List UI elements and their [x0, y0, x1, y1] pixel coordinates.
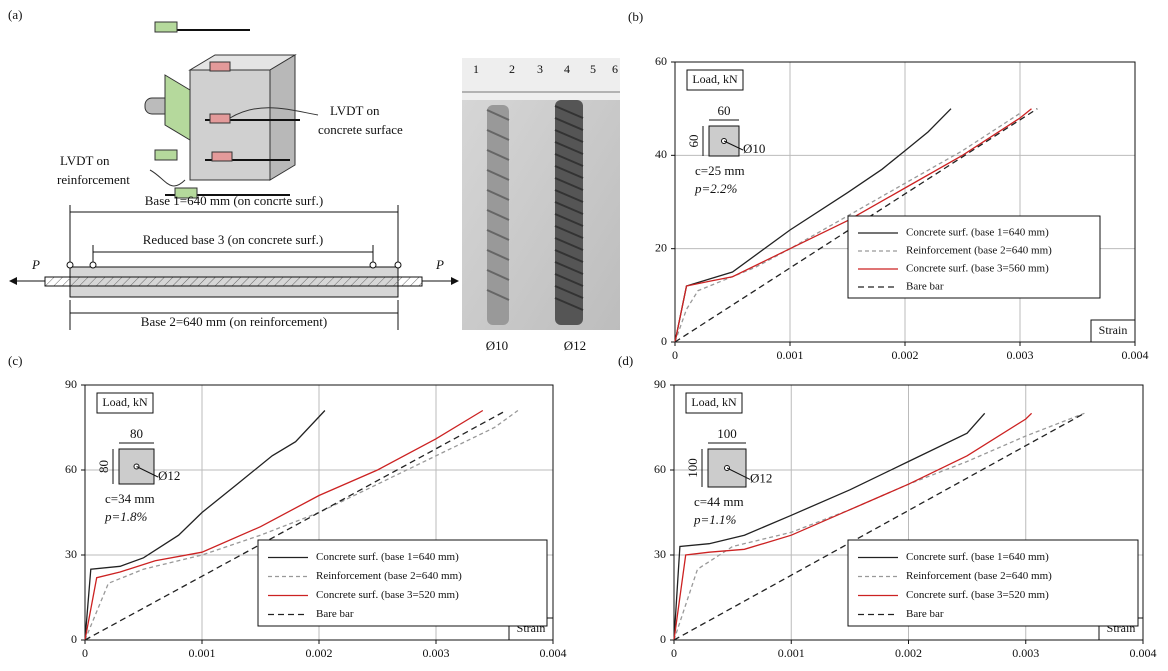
specimen-sketch [145, 22, 318, 198]
y-tick-label: 0 [661, 334, 667, 348]
x-axis-label: Strain [1099, 323, 1128, 337]
x-tick-label: 0.003 [423, 646, 450, 660]
legend-label: Concrete surf. (base 3=520 mm) [906, 589, 1049, 601]
x-tick-label: 0.003 [1007, 348, 1034, 362]
legend-label: Reinforcement (base 2=640 mm) [316, 570, 462, 582]
y-tick-label: 90 [654, 377, 666, 391]
annotation: LVDT on [330, 103, 380, 118]
chart: (b) 0 20 40 60 0 0.001 0.002 0.003 0.004 Load, kN S… [628, 9, 1149, 362]
inset-cover: c=34 mm [105, 491, 155, 506]
figure: (a) LVDT on concrete surface LVDT on rei… [0, 0, 1168, 671]
inset-height: 60 [686, 135, 701, 148]
load-label: P [31, 257, 40, 272]
y-tick-label: 20 [655, 240, 667, 254]
annotation: concrete surface [318, 122, 403, 137]
inset-height: 80 [96, 460, 111, 473]
inset-width: 80 [130, 426, 143, 441]
ruler-label: 6 [612, 62, 618, 76]
x-tick-label: 0.001 [189, 646, 216, 660]
bar-label: Ø10 [486, 338, 508, 353]
y-tick-label: 90 [65, 377, 77, 391]
legend-label: Concrete surf. (base 1=640 mm) [906, 551, 1049, 563]
y-tick-label: 60 [654, 462, 666, 476]
panel-label: (c) [8, 353, 22, 368]
dimension-label: Base 2=640 mm (on reinforcement) [141, 314, 327, 329]
annotation: reinforcement [57, 172, 130, 187]
legend-label: Reinforcement (base 2=640 mm) [906, 570, 1052, 582]
ruler-label: 4 [564, 62, 570, 76]
y-axis-label: Load, kN [692, 72, 738, 86]
x-tick-label: 0.004 [540, 646, 567, 660]
y-axis-label: Load, kN [102, 395, 148, 409]
y-tick-label: 60 [65, 462, 77, 476]
ruler-label: 2 [509, 62, 515, 76]
base-diagram [10, 205, 458, 330]
x-tick-label: 0 [672, 348, 678, 362]
x-tick-label: 0 [671, 646, 677, 660]
inset-ratio: p=2.2% [694, 181, 738, 196]
photo [462, 58, 620, 330]
inset-bar: Ø12 [750, 470, 772, 485]
x-tick-label: 0.001 [778, 646, 805, 660]
ruler-label: 3 [537, 62, 543, 76]
panel-label: (d) [618, 353, 633, 368]
inset-ratio: p=1.8% [104, 509, 148, 524]
legend-label: Concrete surf. (base 1=640 mm) [906, 227, 1049, 239]
ruler-label: 5 [590, 62, 596, 76]
y-tick-label: 30 [65, 547, 77, 561]
x-tick-label: 0.004 [1130, 646, 1157, 660]
y-tick-label: 40 [655, 147, 667, 161]
panel-a: (a) LVDT on concrete surface LVDT on rei… [8, 7, 620, 353]
load-label: P [435, 257, 444, 272]
legend-label: Bare bar [316, 608, 354, 620]
annotation: LVDT on [60, 153, 110, 168]
x-tick-label: 0 [82, 646, 88, 660]
legend-label: Bare bar [906, 281, 944, 293]
legend-label: Concrete surf. (base 3=560 mm) [906, 263, 1049, 275]
dimension-label: Base 1=640 mm (on concrte surf.) [145, 193, 323, 208]
panel-label: (a) [8, 7, 22, 22]
inset-width: 100 [717, 426, 737, 441]
y-axis-label: Load, kN [691, 395, 737, 409]
legend-label: Bare bar [906, 608, 944, 620]
inset-width: 60 [718, 103, 731, 118]
x-tick-label: 0.001 [777, 348, 804, 362]
ruler-label: 1 [473, 62, 479, 76]
y-tick-label: 0 [71, 632, 77, 646]
inset-ratio: p=1.1% [693, 512, 737, 527]
legend-label: Concrete surf. (base 1=640 mm) [316, 551, 459, 563]
x-tick-label: 0.002 [895, 646, 922, 660]
bar-label: Ø12 [564, 338, 586, 353]
inset-bar: Ø10 [743, 141, 765, 156]
inset-bar: Ø12 [158, 468, 180, 483]
y-tick-label: 60 [655, 54, 667, 68]
y-tick-label: 0 [660, 632, 666, 646]
dimension-label: Reduced base 3 (on concrete surf.) [143, 232, 323, 247]
x-tick-label: 0.003 [1012, 646, 1039, 660]
x-tick-label: 0.004 [1122, 348, 1149, 362]
legend-label: Concrete surf. (base 3=520 mm) [316, 589, 459, 601]
panel-label: (b) [628, 9, 643, 24]
y-tick-label: 30 [654, 547, 666, 561]
x-tick-label: 0.002 [892, 348, 919, 362]
x-tick-label: 0.002 [306, 646, 333, 660]
legend-label: Reinforcement (base 2=640 mm) [906, 245, 1052, 257]
inset-height: 100 [685, 458, 700, 478]
inset-cover: c=25 mm [695, 163, 745, 178]
inset-cover: c=44 mm [694, 494, 744, 509]
